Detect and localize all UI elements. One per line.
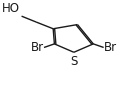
- Text: S: S: [70, 55, 78, 68]
- Text: Br: Br: [31, 41, 44, 54]
- Text: Br: Br: [104, 41, 117, 54]
- Text: HO: HO: [2, 2, 20, 15]
